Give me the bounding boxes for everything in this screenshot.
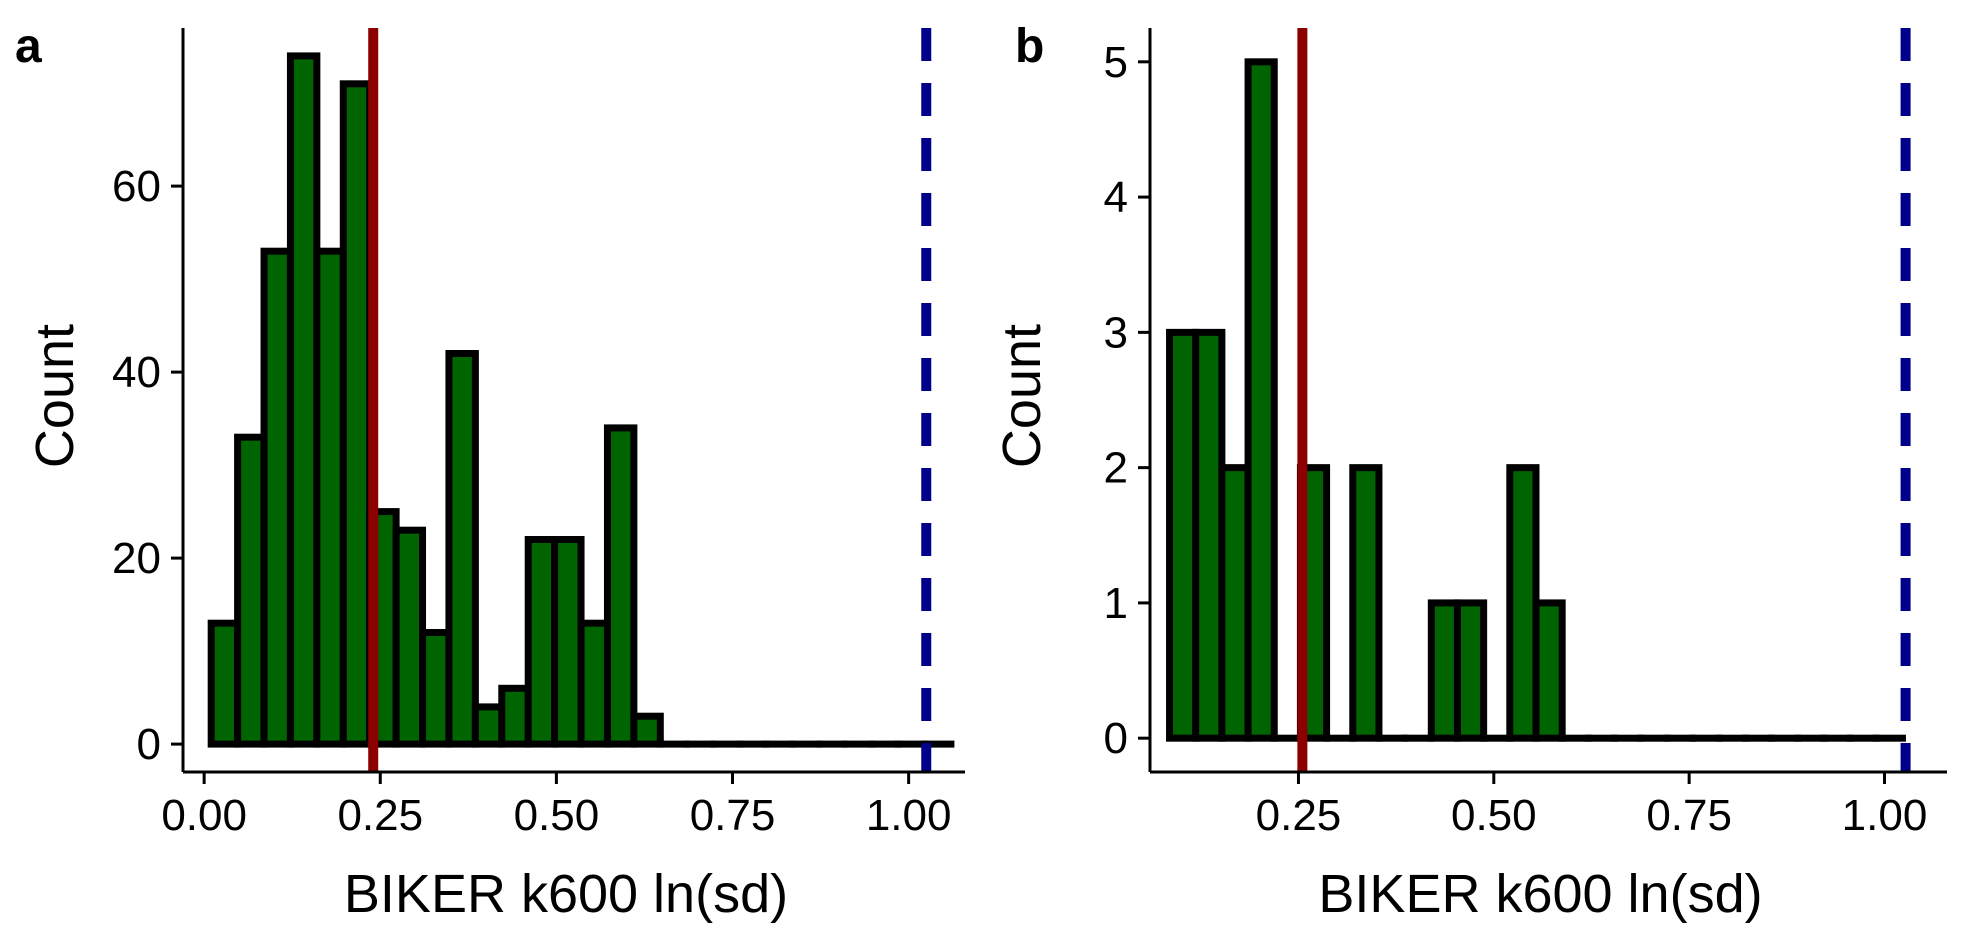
y-tick-label: 5 bbox=[1104, 38, 1128, 87]
bar bbox=[286, 52, 321, 748]
bar bbox=[603, 424, 638, 748]
bar bbox=[1427, 599, 1461, 742]
y-tick-label: 40 bbox=[112, 348, 161, 397]
bar bbox=[1453, 599, 1488, 742]
x-tick-label: 1.00 bbox=[1842, 791, 1928, 840]
y-tick-label: 3 bbox=[1104, 308, 1128, 357]
bar bbox=[1349, 464, 1383, 742]
bar bbox=[419, 629, 453, 748]
bar bbox=[1506, 464, 1540, 742]
y-tick-label: 4 bbox=[1104, 173, 1128, 222]
x-tick-label: 0.75 bbox=[690, 791, 776, 840]
x-tick-label: 0.50 bbox=[1451, 791, 1537, 840]
bar bbox=[445, 350, 479, 748]
x-axis-title: BIKER k600 ln(sd) bbox=[1318, 864, 1762, 924]
y-tick-label: 60 bbox=[112, 162, 161, 211]
panel-a: 0.00 0.25 0.50 0.75 1.00 0 20 40 60 BIKER k600 ln… bbox=[15, 20, 965, 924]
y-tick-label: 0 bbox=[137, 720, 161, 769]
bar bbox=[1244, 58, 1278, 742]
x-tick-label: 0.25 bbox=[337, 791, 423, 840]
x-tick-label: 0.00 bbox=[161, 791, 247, 840]
bar bbox=[339, 80, 374, 748]
bar bbox=[313, 247, 347, 748]
bar bbox=[524, 536, 559, 748]
bar bbox=[630, 712, 664, 748]
bar bbox=[1166, 328, 1200, 742]
bar bbox=[551, 536, 585, 748]
bar bbox=[207, 619, 242, 748]
bar bbox=[392, 526, 427, 748]
y-axis-title: Count bbox=[25, 324, 85, 468]
bar bbox=[1192, 328, 1226, 742]
bar bbox=[498, 684, 532, 748]
panel-letter: b bbox=[1015, 20, 1044, 73]
bar bbox=[260, 247, 294, 748]
y-tick-label: 1 bbox=[1104, 579, 1128, 628]
panel-b: 0.25 0.50 0.75 1.00 0 1 2 3 4 5 BIKER k600 ln(sd) C… bbox=[992, 20, 1947, 924]
bar bbox=[471, 703, 506, 748]
bar bbox=[1532, 599, 1566, 742]
bars bbox=[207, 52, 955, 748]
x-axis-title: BIKER k600 ln(sd) bbox=[344, 864, 788, 924]
y-tick-label: 0 bbox=[1104, 714, 1128, 763]
bar bbox=[234, 433, 268, 748]
x-tick-label: 0.75 bbox=[1646, 791, 1732, 840]
bar bbox=[1218, 464, 1252, 742]
bar bbox=[577, 619, 611, 748]
x-tick-label: 1.00 bbox=[866, 791, 952, 840]
y-axis-title: Count bbox=[992, 324, 1052, 468]
panel-letter: a bbox=[15, 20, 42, 73]
y-tick-label: 20 bbox=[112, 534, 161, 583]
bars bbox=[1166, 58, 1906, 742]
x-tick-label: 0.25 bbox=[1256, 791, 1342, 840]
x-tick-label: 0.50 bbox=[514, 791, 600, 840]
y-tick-label: 2 bbox=[1104, 444, 1128, 493]
